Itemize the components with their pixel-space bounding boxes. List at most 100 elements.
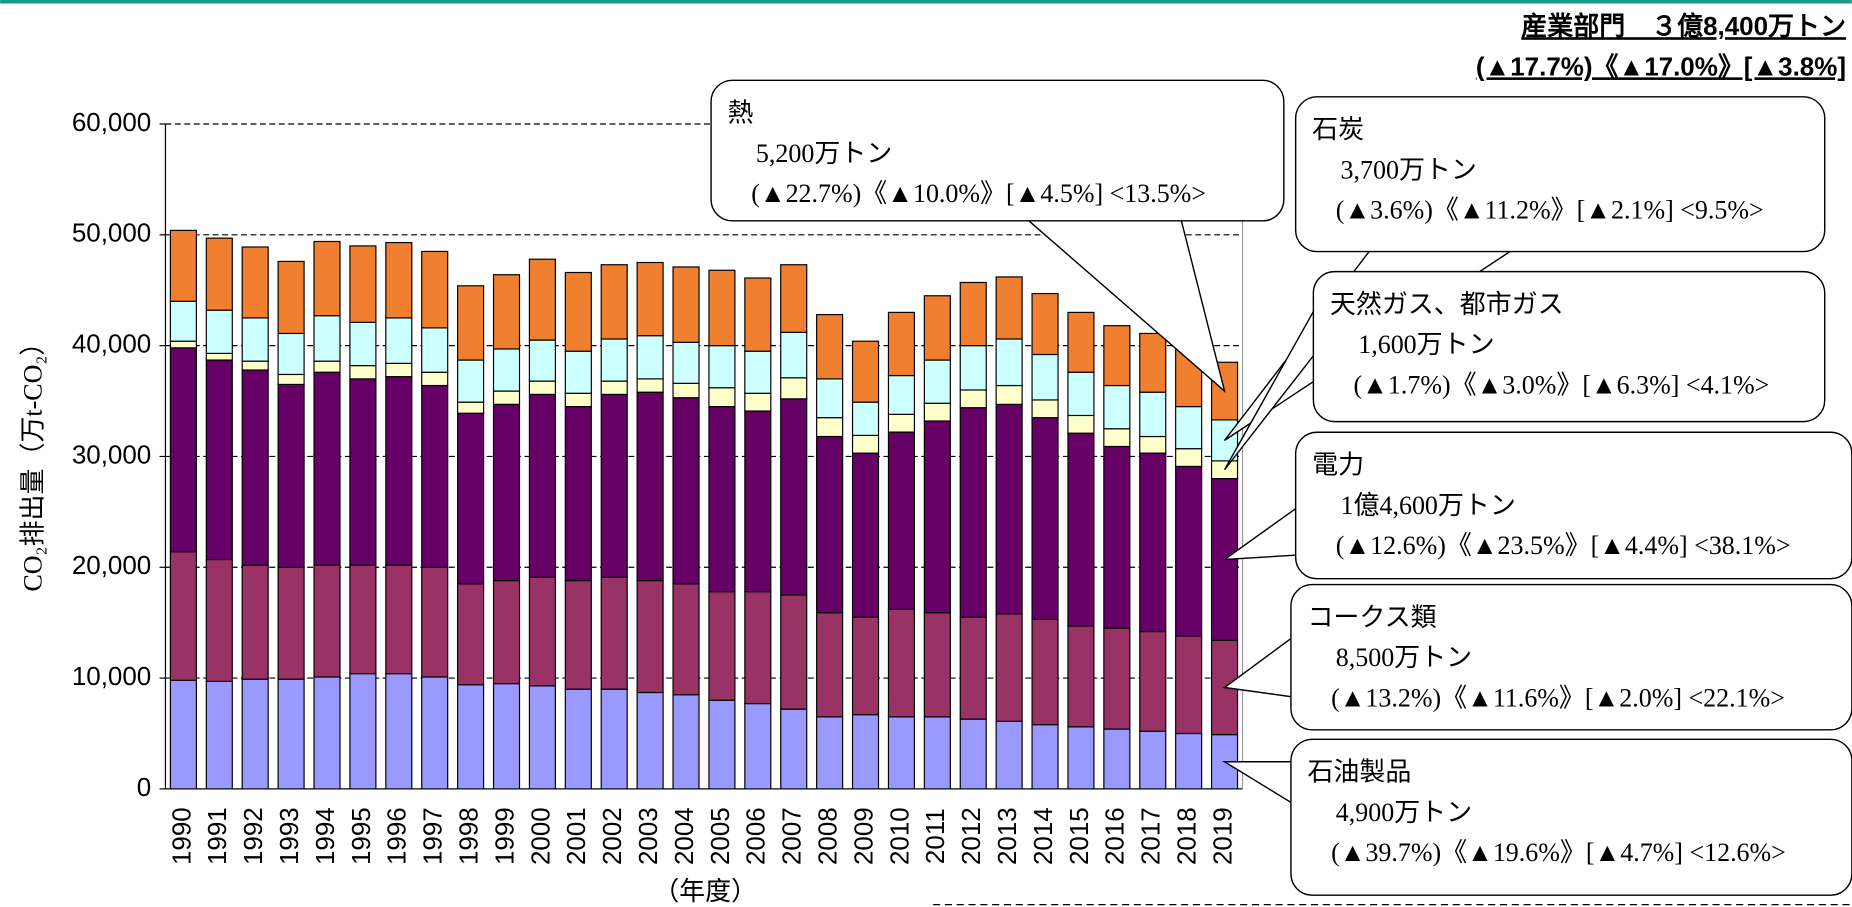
bar-segment [1103, 728, 1131, 790]
bar-segment [313, 360, 341, 373]
x-tick-label: 2004 [669, 807, 699, 865]
x-axis-label: （年度） [653, 877, 757, 906]
bar-segment [169, 679, 197, 790]
bar-segment [313, 676, 341, 790]
bar-segment [1067, 414, 1095, 434]
bar-segment [744, 277, 772, 352]
x-tick-label: 1995 [346, 807, 376, 865]
bar-segment [205, 237, 233, 311]
bar-segment [887, 311, 916, 377]
bar-segment [816, 612, 844, 718]
bar-segment [421, 566, 449, 678]
bar-segment [744, 350, 772, 394]
bar-segment [277, 332, 305, 376]
bar-segment [241, 360, 269, 371]
bar-segment [385, 564, 413, 675]
bar-segment [744, 591, 772, 705]
y-tick-label: 60,000 [72, 107, 151, 137]
bar-segment [1031, 292, 1059, 356]
bar-segment [708, 405, 736, 593]
bar-segment [421, 371, 449, 387]
bar-segment [600, 688, 628, 790]
bar-segment [492, 683, 521, 790]
bar-segment [1139, 391, 1167, 438]
top-rule [0, 0, 1852, 4]
bar-segment [457, 684, 485, 790]
x-tick-label: 1992 [238, 807, 268, 865]
bar-segment [457, 401, 485, 414]
bar-segment [492, 390, 521, 405]
bar-segment [851, 452, 880, 618]
chart-title: 産業部門 ３億8,400万トン [1521, 11, 1846, 41]
y-tick-label: 20,000 [72, 550, 151, 580]
x-tick-label: 2014 [1028, 807, 1058, 865]
callout-change: (▲22.7%)《▲10.0%》[▲4.5%] <13.5%> [751, 179, 1206, 208]
bar-segment [959, 718, 987, 790]
bar-segment [851, 401, 880, 436]
bar-segment [959, 407, 987, 618]
x-tick-label: 1990 [166, 807, 196, 865]
callout-box [1312, 270, 1826, 423]
bar-segment [564, 271, 592, 352]
bar-segment [708, 269, 736, 347]
bar-segment [744, 410, 772, 593]
bar-segment [1139, 452, 1167, 633]
bar-segment [277, 260, 305, 335]
bar-segment [277, 678, 305, 790]
callout-box [710, 79, 1285, 222]
x-tick-label: 2013 [992, 807, 1022, 865]
bar-segment [744, 392, 772, 412]
x-tick-label: 2009 [848, 807, 878, 865]
bar-segment [1139, 730, 1167, 790]
bar-segment [672, 382, 700, 399]
x-tick-label: 2000 [525, 807, 555, 865]
callout-label: 電力 [1312, 451, 1364, 480]
callout-label: コークス類 [1307, 603, 1436, 632]
bar-segment [313, 371, 341, 566]
bar-segment [959, 281, 987, 347]
bar-segment [959, 616, 987, 720]
x-tick-label: 2006 [741, 807, 771, 865]
bar-segment [708, 591, 736, 701]
callout-amount: 1億4,600万トン [1341, 491, 1516, 520]
callout-amount: 8,500万トン [1336, 643, 1472, 672]
bar-segment [1175, 405, 1203, 450]
y-tick-label: 40,000 [72, 328, 151, 358]
bar-segment [421, 384, 449, 568]
bar-segment [636, 391, 664, 582]
x-tick-label: 2015 [1064, 807, 1094, 865]
bar-segment [492, 274, 521, 350]
x-tick-label: 2008 [812, 807, 842, 865]
bar-segment [995, 338, 1023, 387]
bar-segment [780, 398, 808, 596]
bar-segment [959, 345, 987, 391]
bar-segment [780, 331, 808, 379]
bar-segment [205, 680, 233, 790]
x-tick-label: 1999 [489, 807, 519, 865]
bar-segment [923, 716, 951, 790]
callout-change: (▲13.2%)《▲11.6%》[▲2.0%] <22.1%> [1331, 683, 1785, 712]
x-tick-label: 2019 [1207, 807, 1237, 865]
x-tick-label: 2002 [597, 807, 627, 865]
bar-segment [1139, 435, 1167, 454]
bar-segment [528, 258, 556, 341]
x-tick-label: 2012 [956, 807, 986, 865]
bar-segment [851, 616, 880, 716]
bar-segment [349, 321, 377, 367]
x-tick-label: 1993 [274, 807, 304, 865]
bar-segment [564, 350, 592, 394]
bar-segment [672, 266, 700, 343]
bar-segment [1175, 732, 1203, 790]
bar-segment [995, 720, 1023, 790]
bar-segment [564, 405, 592, 582]
bar-segment [1067, 625, 1095, 728]
x-tick-label: 2005 [705, 807, 735, 865]
bar-segment [457, 583, 485, 686]
bar-segment [528, 393, 556, 578]
bar-segment [1175, 465, 1203, 637]
bar-segment [385, 241, 413, 319]
bar-segment [241, 246, 269, 319]
bar-segment [564, 392, 592, 408]
bar-segment [1067, 371, 1095, 417]
